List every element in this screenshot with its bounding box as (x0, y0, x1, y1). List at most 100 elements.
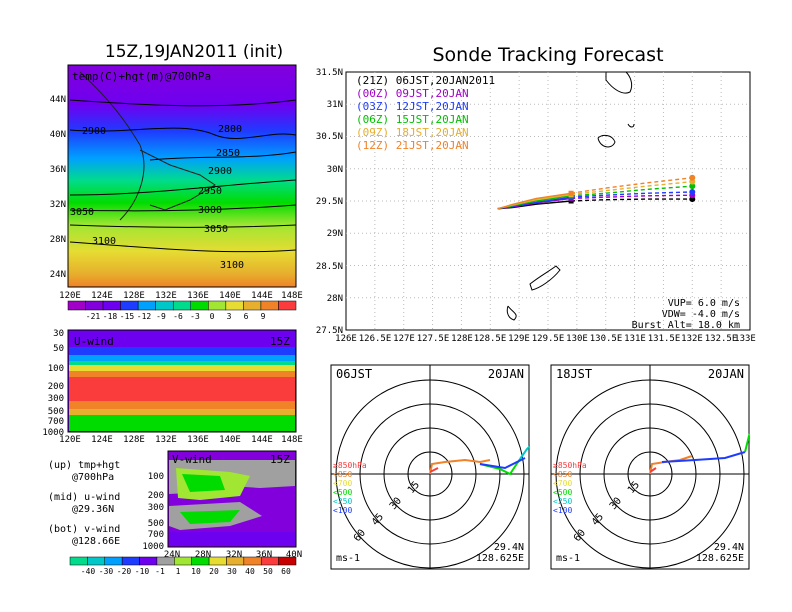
hodo-lat: 29.4N (494, 542, 524, 553)
contour-2950 (69, 179, 297, 196)
lat-tick: 27.5N (316, 326, 343, 336)
colorbar-tick: -20 (117, 567, 132, 576)
legend-run-12z: (12Z) 21JST,20JAN (356, 139, 469, 152)
colorbar-cell (226, 556, 245, 566)
uwind-label: U-wind (74, 335, 114, 348)
uwind-band (69, 401, 295, 409)
colorbar-tick: 1 (176, 567, 181, 576)
island-outline (605, 71, 633, 94)
uwind-band (69, 371, 295, 381)
island-outline (597, 134, 616, 148)
uwind-band (69, 409, 295, 415)
pressure-legend: <850 (553, 470, 572, 479)
vwind-region (182, 474, 225, 492)
lat-tick: 28N (50, 235, 66, 245)
colorbar-tick: -9 (156, 312, 166, 321)
contour-label: 3000 (198, 205, 222, 216)
colorbar-cell (174, 556, 192, 566)
pressure-tick: 500 (148, 519, 164, 529)
lon-tick: 124E (91, 435, 113, 445)
colorbar-cell (208, 556, 227, 566)
colorbar-tick: -3 (190, 312, 200, 321)
hodograph-06jst: 15 30 45 60 06JST 20JAN ≥850hPa <850 <70… (330, 364, 530, 570)
island-outline (627, 123, 635, 128)
colorbar-tick: -15 (120, 312, 135, 321)
lat-tick: 24N (164, 550, 180, 560)
legend-run-06z: (06Z) 15JST,20JAN (356, 113, 469, 126)
lat-tick: 31.5N (316, 68, 343, 78)
legend-mid-level: @29.36N (72, 504, 115, 515)
corner-date: 20JAN (488, 367, 524, 381)
contour-2850 (149, 151, 297, 161)
contour-label: 2850 (216, 148, 240, 159)
lat-tick: 30N (327, 165, 343, 175)
temperature-colorbar (67, 300, 297, 311)
lon-tick: 140E (219, 435, 241, 445)
lon-tick: 140E (219, 291, 241, 301)
colorbar-tick: 60 (281, 567, 291, 576)
pressure-legend: ≥850hPa (333, 461, 367, 470)
colorbar-cell (139, 556, 158, 566)
wind-colorbar (69, 556, 297, 566)
lat-tick: 40N (50, 130, 66, 140)
legend-up-level: @700hPa (72, 472, 115, 483)
lat-tick: 28N (195, 550, 211, 560)
uwind-time: 15Z (270, 335, 290, 348)
vup-param: VUP= 6.0 m/s (668, 298, 740, 309)
hodo-trace-500 (744, 433, 750, 453)
lon-tick: 126E (335, 334, 357, 344)
pressure-tick: 300 (148, 503, 164, 513)
vdw-param: VDW= -4.0 m/s (662, 309, 740, 320)
pressure-tick: 700 (148, 530, 164, 540)
lon-tick: 128E (123, 291, 145, 301)
lon-tick: 127.5E (417, 334, 450, 344)
island-outline (529, 265, 561, 291)
colorbar-cell (156, 556, 175, 566)
lat-tick: 24N (50, 270, 66, 280)
pressure-tick: 700 (48, 417, 64, 427)
colorbar-cell (121, 556, 140, 566)
corner-time: 18JST (556, 367, 592, 381)
lon-tick: 132.5E (705, 334, 738, 344)
colorbar-cell (69, 556, 88, 566)
lon-tick: 144E (251, 291, 273, 301)
contour-label: 3050 (70, 207, 94, 218)
track-line-forecast (571, 194, 693, 200)
lat-tick: 28N (327, 294, 343, 304)
coastline (79, 71, 145, 221)
pressure-tick: 100 (148, 472, 164, 482)
track-line-forecast (571, 198, 693, 202)
hodo-lat: 29.4N (714, 542, 744, 553)
hodo-trace-250 (519, 444, 530, 460)
lon-tick: 129E (508, 334, 530, 344)
uwind-jet-core (69, 377, 295, 401)
lat-tick: 32N (226, 550, 242, 560)
lat-tick: 36N (50, 165, 66, 175)
contour-label: 3050 (204, 224, 228, 235)
uwind-band (69, 365, 295, 371)
pressure-tick: 1000 (142, 542, 164, 552)
lat-tick: 30.5N (316, 132, 343, 142)
lon-tick: 136E (187, 291, 209, 301)
hodo-trace-100 (661, 451, 746, 463)
colorbar-tick: -21 (86, 312, 101, 321)
lon-tick: 148E (281, 435, 303, 445)
legend-mid: (mid) u-wind (48, 492, 121, 503)
corner-date: 20JAN (708, 367, 744, 381)
corner-time: 06JST (336, 367, 372, 381)
colorbar-tick: 30 (227, 567, 237, 576)
colorbar-tick: 40 (245, 567, 255, 576)
legend-run-03z: (03Z) 12JST,20JAN (356, 100, 469, 113)
lat-tick: 28.5N (316, 262, 343, 272)
vwind-time: 15Z (270, 453, 290, 466)
pressure-legend: <700 (553, 479, 572, 488)
legend-run-00z: (00Z) 09JST,20JAN (356, 87, 469, 100)
japan-outline (139, 149, 216, 211)
lon-tick: 131.5E (648, 334, 681, 344)
lon-tick: 132E (681, 334, 703, 344)
lon-tick: 128E (123, 435, 145, 445)
colorbar-cell (278, 300, 297, 311)
hodo-unit: ms-1 (556, 553, 580, 564)
track-marker-square (568, 190, 574, 196)
pressure-tick: 1000 (42, 428, 64, 438)
